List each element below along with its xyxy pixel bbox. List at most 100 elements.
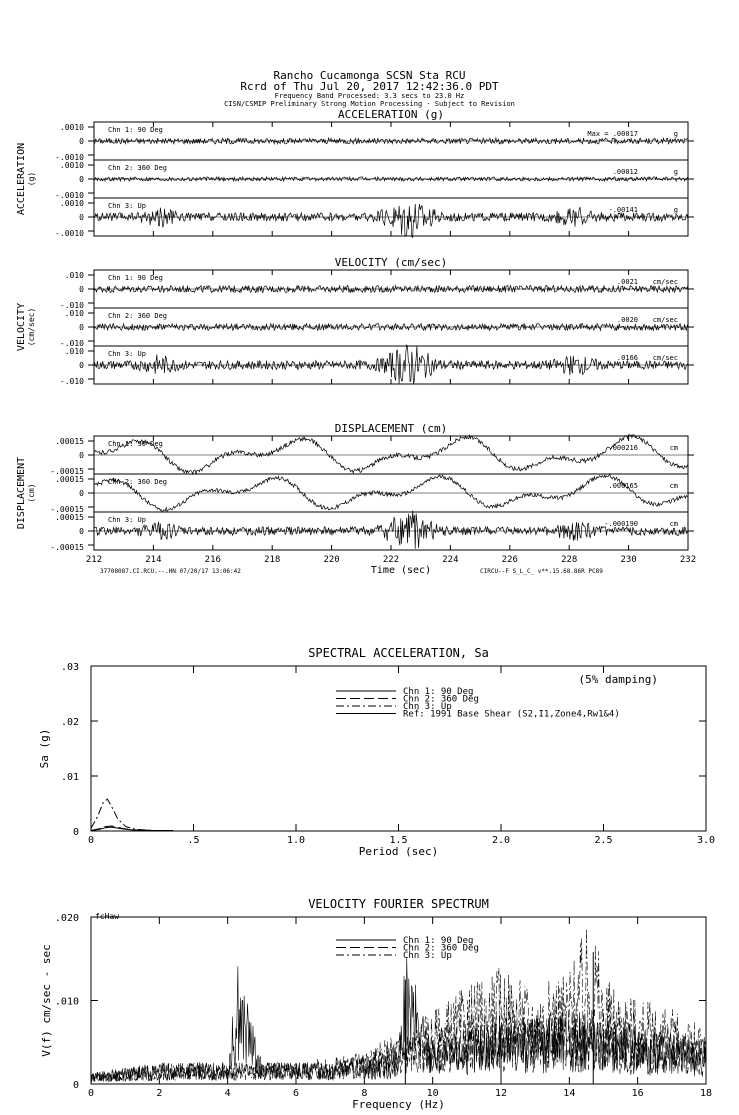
waveform-trace — [93, 136, 689, 146]
ytick-label: .00015 — [55, 513, 84, 522]
panel-ylabel: ACCELERATION — [16, 143, 27, 215]
xtick-label: 10 — [427, 1088, 439, 1099]
ytick-label: 0 — [79, 175, 84, 184]
ytick-label: .020 — [55, 913, 79, 924]
panel-ylabel: VELOCITY — [16, 303, 27, 351]
peak-unit: g — [674, 130, 678, 138]
channel-label: Chn 2: 360 Deg — [108, 478, 167, 486]
peak-value: .0166 — [617, 354, 638, 362]
xtick-label: 232 — [680, 555, 696, 565]
panel-yunit: (cm) — [27, 483, 36, 502]
xtick-label: 1.0 — [287, 835, 305, 846]
xtick-label: 0 — [88, 835, 94, 846]
xtick-label: 1.5 — [389, 835, 407, 846]
peak-unit: g — [674, 168, 678, 176]
ytick-label: -.0010 — [55, 229, 84, 238]
ytick-label: .00015 — [55, 475, 84, 484]
ytick-label: .00015 — [55, 437, 84, 446]
channel-label: Chn 2: 360 Deg — [108, 164, 167, 172]
corner-label: fcHaw — [95, 912, 119, 921]
legend-entry: Chn 3: Up — [403, 951, 452, 961]
peak-value: .000216 — [608, 444, 638, 452]
xtick-label: 230 — [620, 555, 636, 565]
frequency-band-note: Frequency Band Processed: 3.3 secs to 23… — [274, 92, 465, 100]
ytick-label: -.0010 — [55, 191, 84, 200]
panel-ylabel: DISPLACEMENT — [16, 457, 27, 529]
ytick-label: .0010 — [60, 123, 84, 132]
peak-value: -.000190 — [604, 520, 638, 528]
panel-title: ACCELERATION (g) — [338, 108, 444, 121]
ytick-label: .0010 — [60, 161, 84, 170]
station-title: Rancho Cucamonga SCSN Sta RCU — [273, 69, 466, 82]
xtick-label: 0 — [88, 1088, 94, 1099]
record-time: Rcrd of Thu Jul 20, 2017 12:42:36.0 PDT — [240, 80, 499, 93]
waveform-trace — [93, 203, 689, 239]
ytick-label: .010 — [65, 271, 84, 280]
xtick-label: 214 — [145, 555, 161, 565]
xtick-label: 6 — [293, 1088, 299, 1099]
xtick-label: 226 — [502, 555, 518, 565]
peak-value: Max = .00017 — [587, 130, 638, 138]
channel-label: Chn 2: 360 Deg — [108, 312, 167, 320]
xtick-label: 2 — [156, 1088, 162, 1099]
series-line — [90, 826, 173, 831]
ytick-label: 0 — [73, 1080, 79, 1091]
ytick-label: 0 — [79, 323, 84, 332]
ytick-label: 0 — [79, 489, 84, 498]
xtick-label: 220 — [323, 555, 339, 565]
yaxis-label: Sa (g) — [38, 729, 51, 769]
legend-entry: Chn 2: 360 Deg — [403, 695, 479, 705]
waveform-trace — [93, 322, 689, 332]
panel-yunit: (g) — [27, 172, 36, 186]
spectrum-trace — [90, 1010, 707, 1083]
legend-entry: Chn 3: Up — [403, 702, 452, 712]
xtick-label: 212 — [86, 555, 102, 565]
xtick-label: 14 — [563, 1088, 575, 1099]
xtick-label: 18 — [700, 1088, 712, 1099]
ytick-label: 0 — [79, 451, 84, 460]
xtick-label: 216 — [205, 555, 221, 565]
ytick-label: 0 — [79, 285, 84, 294]
ytick-label: -.010 — [60, 339, 84, 348]
spectrum-trace — [90, 956, 707, 1083]
ytick-label: .03 — [61, 662, 79, 673]
ytick-label: 0 — [79, 527, 84, 536]
ytick-label: -.00015 — [50, 543, 84, 552]
peak-unit: cm — [670, 444, 678, 452]
peak-unit: g — [674, 206, 678, 214]
peak-unit: cm/sec — [653, 278, 678, 286]
legend-entry: Chn 1: 90 Deg — [403, 936, 473, 946]
channel-label: Chn 1: 90 Deg — [108, 440, 163, 448]
legend-entry: Chn 1: 90 Deg — [403, 687, 473, 697]
ytick-label: .010 — [65, 347, 84, 356]
waveform-trace — [93, 473, 689, 513]
ytick-label: 0 — [79, 137, 84, 146]
peak-value: .0020 — [617, 316, 638, 324]
xtick-label: 2.0 — [492, 835, 510, 846]
channel-label: Chn 1: 90 Deg — [108, 126, 163, 134]
peak-value: -.00141 — [608, 206, 638, 214]
ytick-label: 0 — [79, 361, 84, 370]
xtick-label: 2.5 — [594, 835, 612, 846]
peak-unit: cm/sec — [653, 316, 678, 324]
panel-title: DISPLACEMENT (cm) — [335, 422, 448, 435]
xtick-label: 224 — [442, 555, 458, 565]
ytick-label: .01 — [61, 772, 79, 783]
xaxis-label: Period (sec) — [359, 845, 438, 858]
panel-yunit: (cm/sec) — [27, 308, 36, 347]
ytick-label: -.00015 — [50, 467, 84, 476]
ytick-label: -.00015 — [50, 505, 84, 514]
panel-frame — [90, 665, 707, 832]
peak-value: .00012 — [613, 168, 638, 176]
waveform-trace — [93, 510, 689, 549]
waveform-trace — [93, 284, 689, 294]
xtick-label: 4 — [225, 1088, 231, 1099]
spectrum-trace — [90, 928, 707, 1083]
peak-unit: cm/sec — [653, 354, 678, 362]
yaxis-label: V(f) cm/sec - sec — [40, 944, 53, 1057]
ytick-label: -.0010 — [55, 153, 84, 162]
ytick-label: -.010 — [60, 301, 84, 310]
ytick-label: -.010 — [60, 377, 84, 386]
ytick-label: .010 — [65, 309, 84, 318]
legend-entry: Chn 2: 360 Deg — [403, 944, 479, 954]
